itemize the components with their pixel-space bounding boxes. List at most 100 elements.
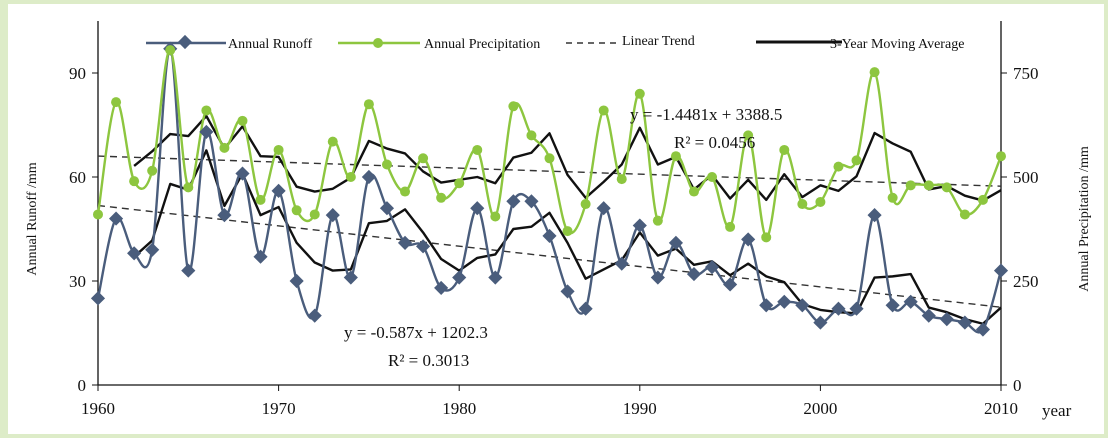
runoff-point xyxy=(903,294,918,309)
precip-point xyxy=(779,144,790,155)
runoff-point xyxy=(831,301,846,316)
runoff-point xyxy=(217,208,232,223)
runoff-trend-line xyxy=(97,204,1002,308)
precip-point xyxy=(670,151,681,162)
y-left-tick-label: 0 xyxy=(78,376,87,395)
precip-point xyxy=(815,196,826,207)
y-right-tick-label: 0 xyxy=(1013,376,1022,395)
runoff-point xyxy=(741,232,756,247)
precip-point xyxy=(562,226,573,237)
runoff-point xyxy=(145,242,160,257)
runoff-point xyxy=(795,298,810,313)
runoff-point xyxy=(939,312,954,327)
runoff-point xyxy=(434,280,449,296)
axes-group: 1960 1970 1980 1990 2000 2010 0 30 60 90 0 250 500 75… xyxy=(69,21,1039,418)
trend-lines-group xyxy=(97,155,1002,308)
runoff-point xyxy=(668,235,683,250)
runoff-point xyxy=(723,277,738,292)
runoff-precipitation-chart: 1960 1970 1980 1990 2000 2010 0 30 60 90 0 250 500 75… xyxy=(25,21,1092,420)
precip-point xyxy=(201,105,212,116)
y-left-tick-label: 60 xyxy=(69,168,86,187)
y-right-tick-label: 500 xyxy=(1013,168,1039,187)
precip-point xyxy=(183,182,194,193)
precip-point xyxy=(743,130,754,141)
precip-point xyxy=(923,180,934,191)
runoff-point xyxy=(686,266,702,282)
runoff-point xyxy=(560,284,575,299)
runoff-point xyxy=(506,194,521,209)
runoff-point xyxy=(343,270,358,285)
runoff-point xyxy=(993,263,1009,278)
legend: Annual Runoff Annual Precipitation Linea… xyxy=(146,34,964,52)
runoff-point xyxy=(181,263,196,278)
precip-point xyxy=(381,159,392,170)
precip-point xyxy=(851,155,862,166)
precip-point xyxy=(707,172,718,182)
precip-point xyxy=(725,221,736,232)
precip-point xyxy=(93,209,103,220)
legend-trend-label: Linear Trend xyxy=(622,34,695,49)
y-right-tick-label: 250 xyxy=(1013,272,1039,291)
x-tick-label: 2010 xyxy=(984,399,1018,418)
runoff-point xyxy=(542,228,557,244)
precip-point xyxy=(345,172,356,182)
runoff-point xyxy=(921,308,936,323)
precip-point xyxy=(327,136,338,147)
x-tick-label: 1960 xyxy=(81,399,115,418)
legend-runoff-marker xyxy=(177,34,193,50)
precip-series-line xyxy=(96,48,1003,239)
precip-trend-r2: R² = 0.0456 xyxy=(674,133,755,152)
legend-ma-label: 3-Year Moving Average xyxy=(830,37,964,52)
runoff-point xyxy=(271,183,286,198)
runoff-point xyxy=(777,294,792,309)
y-right-axis-title: Annual Precipitation /mm xyxy=(1077,146,1092,292)
x-tick-label: 1970 xyxy=(262,399,296,418)
precip-point xyxy=(165,45,176,56)
runoff-point xyxy=(632,218,647,233)
precip-point xyxy=(400,186,411,197)
precip-point xyxy=(580,199,591,210)
runoff-point xyxy=(975,322,991,337)
runoff-series-line xyxy=(96,47,1003,334)
runoff-point xyxy=(524,194,539,209)
x-tick-label: 2000 xyxy=(803,399,837,418)
precip-point xyxy=(309,209,320,220)
runoff-point xyxy=(397,235,413,250)
precip-point xyxy=(291,205,302,216)
precip-point xyxy=(129,176,140,187)
precip-point xyxy=(652,215,663,226)
runoff-point xyxy=(813,315,828,330)
runoff-point xyxy=(596,201,611,216)
runoff-point xyxy=(325,208,340,223)
precip-point xyxy=(273,144,284,155)
precip-ma-line xyxy=(133,114,1002,202)
precip-point xyxy=(147,165,158,176)
legend-runoff-label: Annual Runoff xyxy=(228,37,312,52)
runoff-point xyxy=(470,201,485,216)
precip-point xyxy=(255,194,266,205)
y-left-tick-label: 90 xyxy=(69,64,86,83)
precip-point xyxy=(237,115,248,126)
precip-point xyxy=(544,153,555,164)
runoff-point xyxy=(957,315,972,330)
precip-point xyxy=(490,211,501,222)
runoff-point xyxy=(867,208,882,223)
precip-point xyxy=(508,101,519,112)
precip-point xyxy=(363,99,374,110)
runoff-point xyxy=(253,249,268,264)
precip-trend-line xyxy=(97,155,1002,187)
runoff-point xyxy=(849,301,864,316)
precip-point xyxy=(996,151,1006,162)
precip-point xyxy=(616,174,627,185)
precip-point xyxy=(219,142,230,153)
precip-point xyxy=(598,105,609,116)
precip-point xyxy=(472,144,483,155)
series-group xyxy=(90,41,1009,337)
precip-point xyxy=(454,178,465,189)
runoff-point xyxy=(127,246,142,261)
runoff-point xyxy=(704,260,720,275)
x-axis-title: year xyxy=(1042,401,1072,420)
runoff-point xyxy=(416,239,431,254)
runoff-point xyxy=(361,169,376,185)
runoff-point xyxy=(307,308,322,323)
